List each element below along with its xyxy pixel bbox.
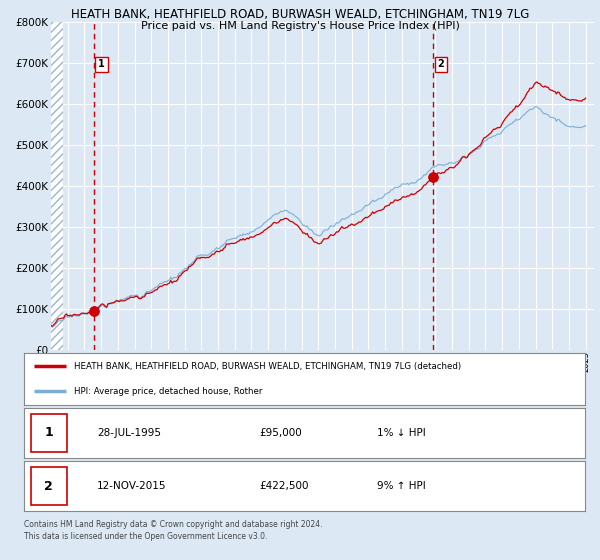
Point bbox=[428, 172, 438, 181]
Text: £95,000: £95,000 bbox=[260, 428, 302, 438]
FancyBboxPatch shape bbox=[31, 414, 67, 451]
Text: HEATH BANK, HEATHFIELD ROAD, BURWASH WEALD, ETCHINGHAM, TN19 7LG: HEATH BANK, HEATHFIELD ROAD, BURWASH WEA… bbox=[71, 8, 529, 21]
Bar bbox=[51, 22, 62, 350]
Text: £422,500: £422,500 bbox=[260, 481, 309, 491]
Text: 9% ↑ HPI: 9% ↑ HPI bbox=[377, 481, 426, 491]
Point bbox=[89, 307, 99, 316]
Text: 1% ↓ HPI: 1% ↓ HPI bbox=[377, 428, 426, 438]
Text: 12-NOV-2015: 12-NOV-2015 bbox=[97, 481, 166, 491]
Text: HEATH BANK, HEATHFIELD ROAD, BURWASH WEALD, ETCHINGHAM, TN19 7LG (detached): HEATH BANK, HEATHFIELD ROAD, BURWASH WEA… bbox=[74, 362, 461, 371]
Text: Contains HM Land Registry data © Crown copyright and database right 2024.: Contains HM Land Registry data © Crown c… bbox=[24, 520, 323, 529]
Text: 1: 1 bbox=[98, 59, 105, 69]
Text: 1: 1 bbox=[44, 426, 53, 440]
Text: 2: 2 bbox=[44, 479, 53, 493]
FancyBboxPatch shape bbox=[31, 468, 67, 505]
Text: This data is licensed under the Open Government Licence v3.0.: This data is licensed under the Open Gov… bbox=[24, 532, 268, 541]
Text: Price paid vs. HM Land Registry's House Price Index (HPI): Price paid vs. HM Land Registry's House … bbox=[140, 21, 460, 31]
Text: 2: 2 bbox=[437, 59, 444, 69]
Text: HPI: Average price, detached house, Rother: HPI: Average price, detached house, Roth… bbox=[74, 387, 263, 396]
Text: 28-JUL-1995: 28-JUL-1995 bbox=[97, 428, 161, 438]
